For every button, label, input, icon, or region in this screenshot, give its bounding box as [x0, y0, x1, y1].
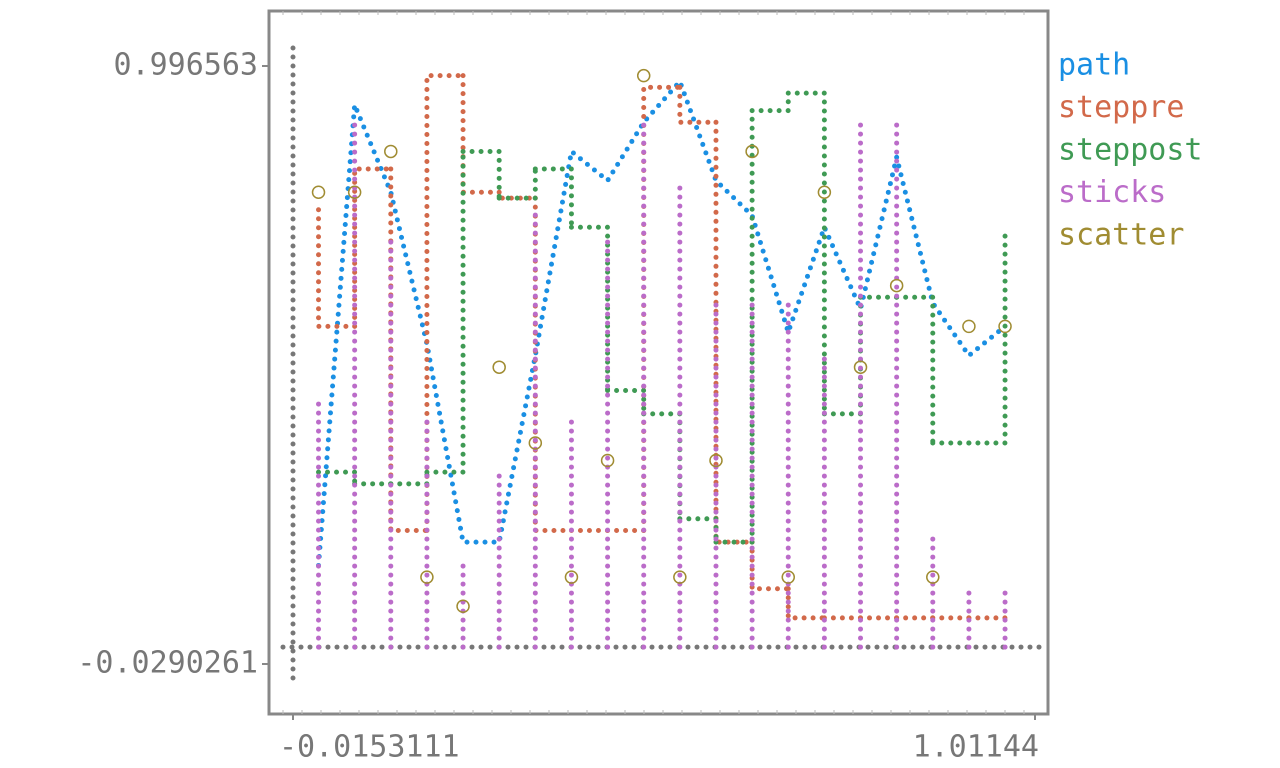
scatter-point — [347, 185, 362, 200]
legend-entry: steppost — [1058, 133, 1203, 168]
scatter-point — [998, 319, 1012, 334]
y-tick-label: -0.0290261 — [77, 646, 258, 681]
scatter-point — [889, 278, 904, 293]
step-segment — [785, 586, 827, 621]
step-segment — [713, 108, 755, 545]
step-segment — [821, 294, 864, 417]
step-segment — [316, 207, 358, 329]
x-tick-label: -0.0153111 — [279, 730, 460, 765]
step-segment — [966, 224, 1008, 446]
step-segment — [749, 90, 791, 114]
x-tick-label: 1.01144 — [913, 730, 1039, 765]
step-segment — [352, 166, 394, 329]
scatter-point — [564, 570, 579, 584]
scatter-point — [456, 599, 470, 614]
scatter-point — [962, 319, 976, 334]
step-segment — [568, 224, 611, 394]
step-segment — [605, 388, 647, 417]
step-segment — [749, 539, 791, 592]
y-tick-label: 0.996563 — [114, 48, 259, 83]
step-segment — [641, 411, 683, 522]
step-segment — [388, 469, 430, 487]
legend-entry: steppre — [1058, 90, 1184, 125]
step-segment — [424, 73, 466, 533]
scatter-point — [709, 453, 723, 468]
scatter-point — [600, 453, 615, 468]
scatter-point — [926, 570, 940, 584]
scatter-point — [492, 360, 506, 374]
step-segment — [424, 148, 466, 475]
step-segment — [894, 294, 936, 446]
step-segment — [316, 469, 358, 487]
step-segment — [496, 166, 538, 201]
step-segment — [677, 516, 719, 545]
legend-entry: scatter — [1058, 218, 1184, 253]
step-segment — [785, 90, 827, 417]
scatter-point — [817, 185, 832, 200]
scatter-point — [528, 436, 543, 450]
step-segment — [388, 166, 430, 533]
step-segment — [532, 166, 574, 230]
scatter-point — [781, 570, 796, 584]
scatter-point — [311, 185, 326, 200]
step-segment — [677, 84, 719, 125]
step-segment — [460, 73, 502, 195]
scatter-point — [745, 144, 759, 159]
scatter-point — [420, 570, 434, 584]
step-segment — [641, 84, 683, 533]
step-segment — [460, 148, 502, 201]
scatter-point — [636, 68, 651, 83]
scatter-point — [853, 360, 868, 374]
legend-entry: path — [1058, 48, 1130, 83]
scatter-point — [384, 144, 398, 159]
scatter-point — [673, 570, 687, 584]
legend-entry: sticks — [1058, 175, 1166, 210]
path-line — [316, 76, 1008, 568]
frame — [267, 9, 1050, 716]
